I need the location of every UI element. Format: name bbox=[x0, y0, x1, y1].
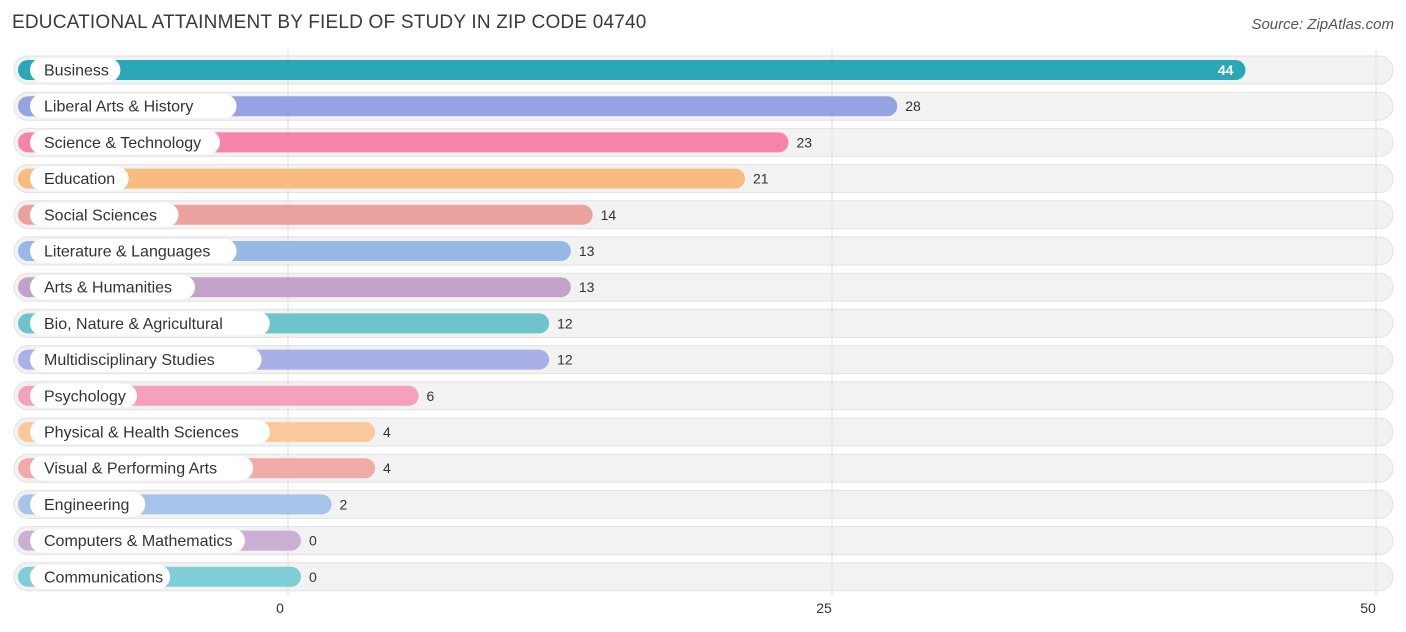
category-label: Physical & Health Sciences bbox=[44, 425, 239, 442]
value-label: 44 bbox=[1218, 62, 1234, 78]
category-label-pill bbox=[30, 311, 270, 336]
value-label: 0 bbox=[309, 533, 317, 549]
category-label-pill bbox=[30, 420, 270, 444]
value-label: 12 bbox=[557, 315, 573, 331]
category-label-pill bbox=[30, 456, 254, 481]
x-tick-label: 25 bbox=[816, 600, 832, 616]
category-label-pill bbox=[30, 58, 121, 82]
category-label: Psychology bbox=[44, 388, 126, 405]
category-label-pill bbox=[30, 564, 171, 589]
category-label-pill bbox=[30, 528, 245, 553]
value-label: 13 bbox=[579, 279, 595, 295]
bar bbox=[18, 60, 1246, 80]
value-label: 12 bbox=[557, 352, 573, 368]
value-label: 28 bbox=[905, 98, 921, 114]
category-label-pill bbox=[30, 383, 137, 408]
bar bbox=[18, 168, 745, 189]
category-label: Arts & Humanities bbox=[44, 280, 172, 297]
x-tick-label: 50 bbox=[1360, 600, 1376, 616]
value-label: 2 bbox=[340, 496, 348, 512]
x-tick-label: 0 bbox=[276, 600, 284, 616]
value-label: 0 bbox=[309, 569, 317, 585]
value-label: 14 bbox=[601, 207, 617, 223]
category-label: Bio, Nature & Agricultural bbox=[44, 316, 223, 333]
category-label: Literature & Languages bbox=[44, 244, 210, 261]
value-label: 6 bbox=[427, 388, 435, 404]
category-label: Education bbox=[44, 171, 115, 188]
category-label: Communications bbox=[44, 569, 163, 586]
value-label: 21 bbox=[753, 171, 769, 187]
chart-source: Source: ZipAtlas.com bbox=[1251, 16, 1394, 33]
category-label: Engineering bbox=[44, 497, 129, 514]
category-label-pill bbox=[30, 94, 237, 119]
value-label: 23 bbox=[796, 134, 812, 150]
value-label: 4 bbox=[383, 424, 391, 440]
category-label-pill bbox=[30, 492, 146, 517]
category-label-pill bbox=[30, 166, 129, 191]
row-background bbox=[13, 526, 1394, 556]
category-label: Science & Technology bbox=[44, 135, 201, 152]
row-background bbox=[13, 562, 1394, 592]
category-label: Social Sciences bbox=[44, 207, 157, 224]
category-label: Liberal Arts & History bbox=[44, 99, 193, 116]
bar bbox=[18, 96, 898, 117]
category-label: Visual & Performing Arts bbox=[44, 461, 217, 478]
category-label-pill bbox=[30, 347, 262, 372]
category-label: Business bbox=[44, 63, 109, 80]
category-label-pill bbox=[30, 239, 237, 263]
category-label-pill bbox=[30, 130, 220, 155]
row-background bbox=[13, 489, 1394, 519]
value-label: 4 bbox=[383, 460, 391, 476]
chart-title: EDUCATIONAL ATTAINMENT BY FIELD OF STUDY… bbox=[12, 12, 647, 33]
category-label-pill bbox=[30, 202, 179, 227]
category-label: Multidisciplinary Studies bbox=[44, 352, 215, 369]
value-label: 13 bbox=[579, 243, 595, 259]
category-label: Computers & Mathematics bbox=[44, 533, 233, 550]
category-label-pill bbox=[30, 275, 196, 300]
